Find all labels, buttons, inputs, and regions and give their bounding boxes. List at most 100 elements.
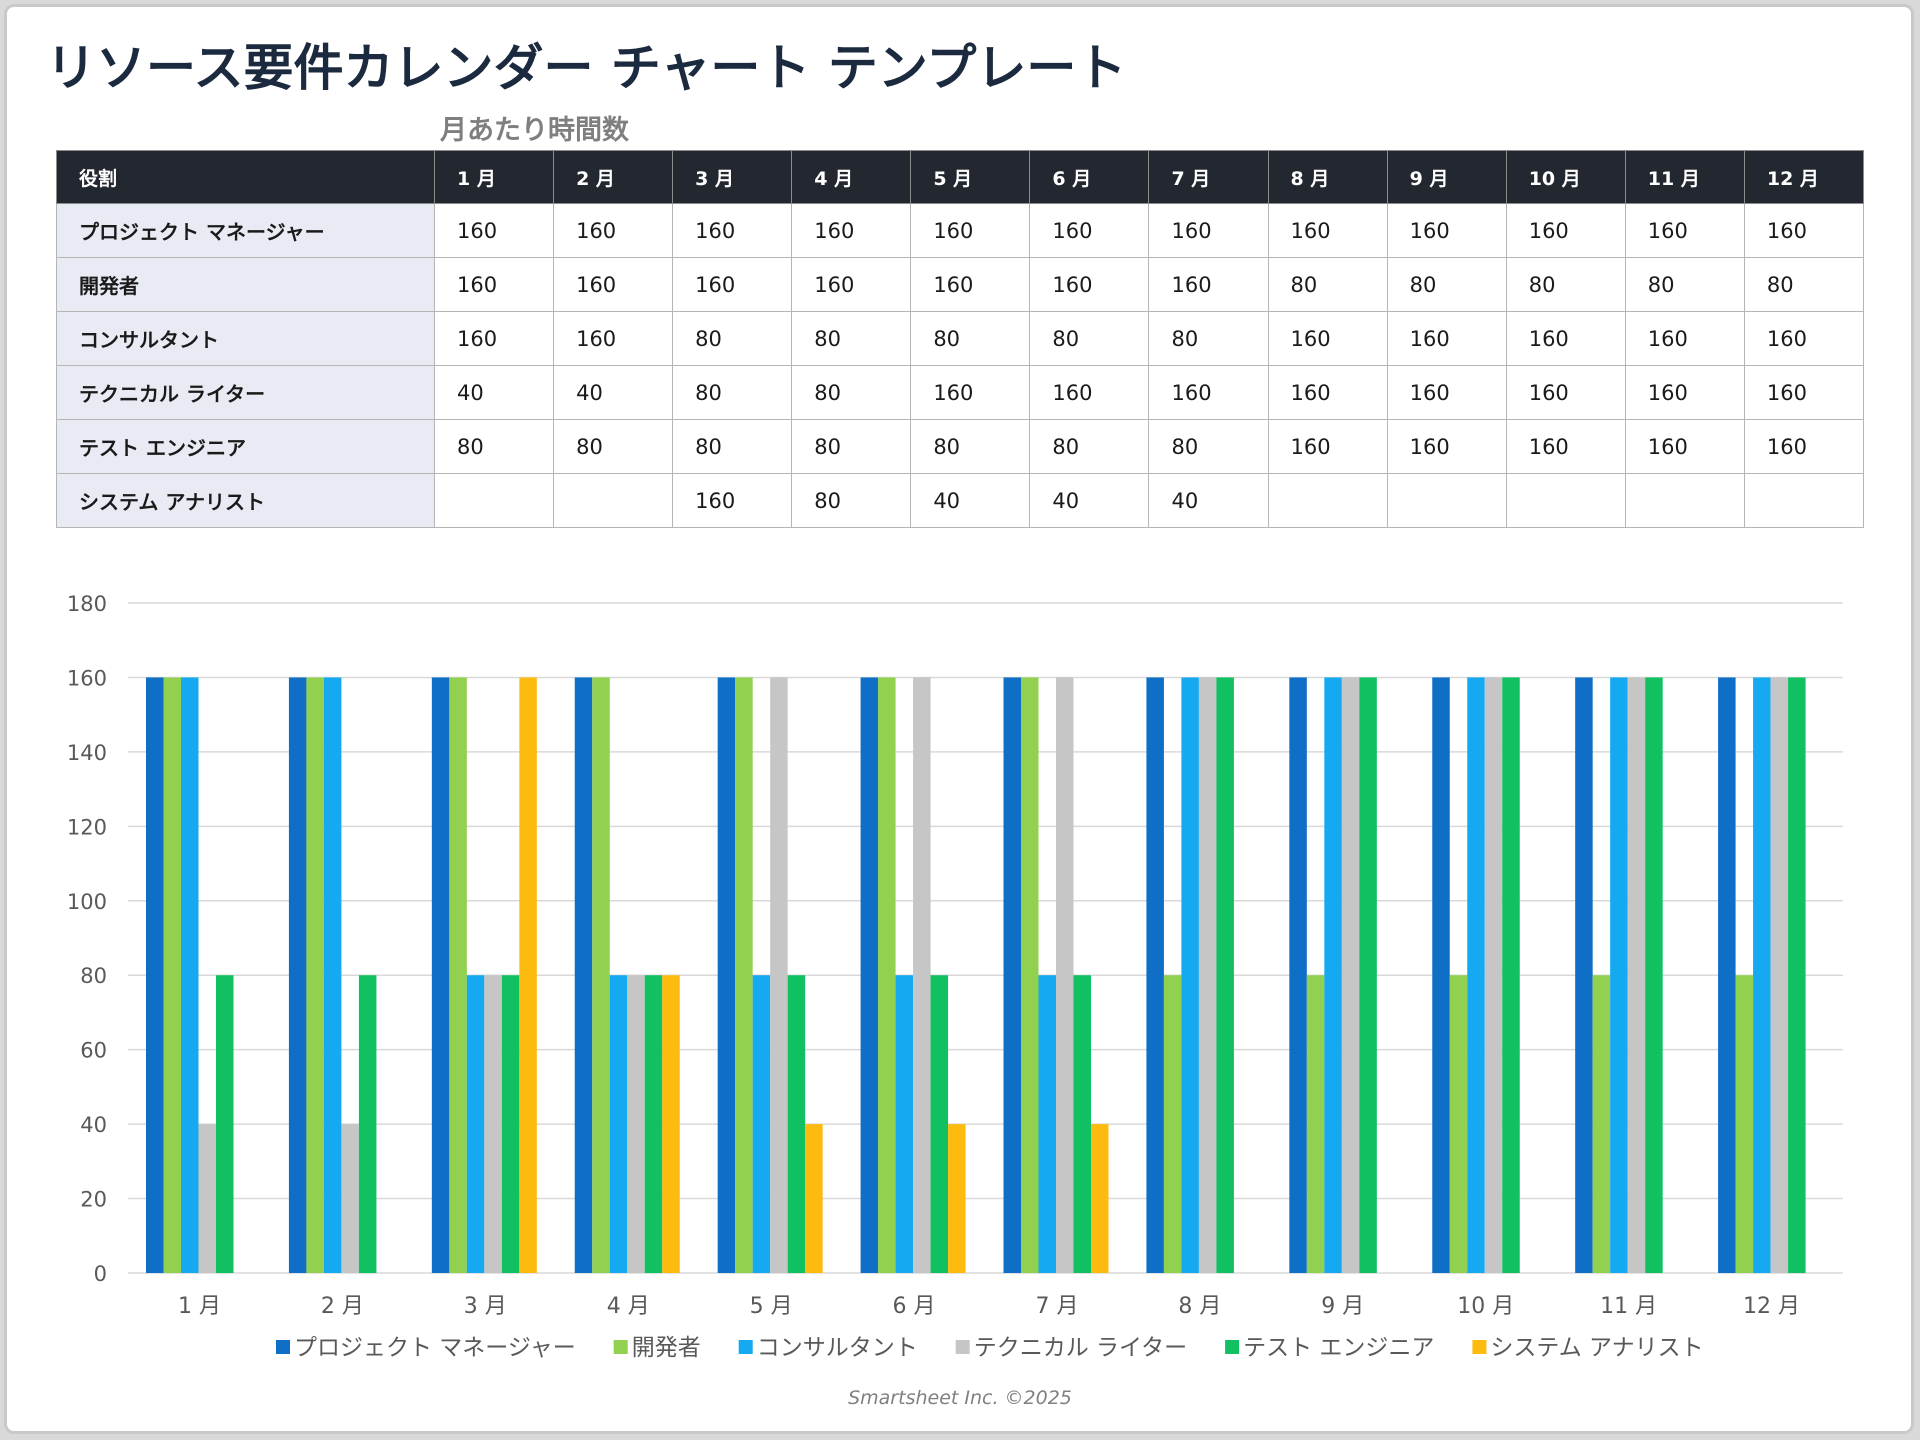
hours-cell: 160	[1267, 311, 1388, 366]
bar	[1718, 677, 1736, 1273]
y-tick-label: 0	[94, 1262, 107, 1286]
bar	[1038, 975, 1056, 1273]
role-cell: プロジェクト マネージャー	[56, 203, 435, 258]
table-row: テスト エンジニア 80 80 80 80 80 80 80 160 160 160 160 160	[56, 419, 1865, 474]
hours-cell: 80	[1505, 257, 1626, 312]
hours-cell: 160	[1148, 203, 1269, 258]
bar	[1610, 677, 1628, 1273]
hours-cell: 160	[1386, 311, 1507, 366]
role-cell: 開発者	[56, 257, 435, 312]
table-row: コンサルタント 160 160 80 80 80 80 80 160 160 160 160 160	[56, 311, 1865, 366]
bar	[895, 975, 914, 1273]
hours-cell: 80	[791, 419, 912, 474]
header-month: 8 月	[1267, 150, 1388, 204]
bar	[431, 677, 450, 1273]
bar	[1198, 677, 1217, 1273]
bar	[1146, 677, 1164, 1273]
hours-cell: 80	[1029, 419, 1150, 474]
role-cell: システム アナリスト	[56, 473, 435, 528]
hours-cell: 40	[910, 473, 1031, 528]
hours-cell: 160	[1743, 419, 1865, 474]
x-tick-label: 5 月	[750, 1294, 793, 1319]
header-month: 12 月	[1743, 150, 1865, 204]
bar	[1324, 677, 1342, 1273]
bar	[717, 677, 736, 1273]
table-row: プロジェクト マネージャー 160 160 160 160 160 160 160 160 160…	[56, 203, 1865, 258]
bar	[1021, 677, 1039, 1273]
bar	[1306, 975, 1325, 1273]
hours-cell: 80	[1148, 311, 1269, 366]
bar	[1467, 677, 1485, 1273]
table-row: システム アナリスト 160 80 40 40 40	[56, 473, 1865, 528]
legend-swatch	[738, 1340, 753, 1354]
bar	[805, 1124, 823, 1273]
hours-cell: 40	[433, 365, 555, 420]
hours-cell: 160	[1267, 419, 1388, 474]
bar	[1735, 975, 1754, 1273]
bar	[1073, 975, 1091, 1273]
bar	[1003, 677, 1021, 1273]
hours-cell: 160	[910, 257, 1031, 312]
footer-credit: Smartsheet Inc. ©2025	[848, 1387, 1072, 1409]
page-title: リソース要件カレンダー チャート テンプレート	[46, 39, 1127, 97]
bar	[627, 975, 645, 1273]
bar	[1770, 677, 1789, 1273]
legend-swatch	[276, 1340, 290, 1354]
bar	[288, 677, 307, 1273]
bar	[1592, 975, 1611, 1273]
legend-label: テクニカル ライター	[974, 1335, 1187, 1361]
bar	[592, 677, 610, 1273]
x-tick-label: 12 月	[1743, 1294, 1800, 1319]
bar	[1091, 1124, 1109, 1273]
bar	[948, 1124, 966, 1273]
hours-cell: 160	[1029, 365, 1150, 420]
bar	[484, 975, 502, 1273]
header-month: 4 月	[791, 150, 912, 204]
bar	[1289, 677, 1307, 1273]
y-tick-label: 20	[80, 1188, 107, 1212]
table-row: テクニカル ライター 40 40 80 80 160 160 160 160 160 160 160 1…	[56, 365, 1865, 420]
y-tick-label: 180	[67, 592, 107, 616]
hours-cell: 160	[1743, 311, 1865, 366]
bar	[1627, 677, 1646, 1273]
hours-cell: 160	[433, 311, 555, 366]
bar	[466, 975, 485, 1273]
header-month: 11 月	[1624, 150, 1745, 204]
hours-cell: 160	[1505, 203, 1626, 258]
legend-label: プロジェクト マネージャー	[294, 1335, 576, 1361]
y-tick-label: 80	[80, 964, 107, 988]
hours-cell: 80	[1029, 311, 1150, 366]
hours-cell	[1505, 473, 1626, 528]
hours-cell: 160	[1624, 419, 1745, 474]
y-tick-label: 100	[67, 890, 107, 914]
x-tick-label: 10 月	[1457, 1294, 1514, 1319]
hours-cell: 40	[553, 365, 674, 420]
bar	[1753, 677, 1771, 1273]
bar	[752, 975, 771, 1273]
hours-cell: 80	[672, 365, 793, 420]
hours-cell: 160	[1505, 419, 1626, 474]
bar	[216, 975, 234, 1273]
table-row: 開発者 160 160 160 160 160 160 160 80 80 80 80 80	[56, 257, 1865, 312]
legend-swatch	[955, 1340, 970, 1354]
bar	[449, 677, 467, 1273]
bar	[1788, 677, 1806, 1273]
x-tick-label: 4 月	[607, 1294, 650, 1319]
bar	[930, 975, 949, 1273]
hours-cell: 160	[1386, 419, 1507, 474]
hours-cell: 80	[553, 419, 674, 474]
bar	[1216, 677, 1234, 1273]
bar	[644, 975, 663, 1273]
hours-cell: 160	[553, 257, 674, 312]
resource-table: 役割 1 月 2 月 3 月 4 月 5 月 6 月 7 月 8 月 9 月 1…	[56, 150, 1865, 528]
bar	[1484, 677, 1503, 1273]
x-tick-label: 3 月	[464, 1294, 507, 1319]
y-tick-label: 120	[67, 815, 107, 839]
hours-cell: 80	[1624, 257, 1745, 312]
hours-cell: 80	[1267, 257, 1388, 312]
x-tick-label: 1 月	[178, 1294, 221, 1319]
x-tick-label: 6 月	[893, 1294, 936, 1319]
hours-cell: 160	[553, 203, 674, 258]
hours-cell: 160	[910, 365, 1031, 420]
legend-swatch	[1225, 1340, 1240, 1354]
